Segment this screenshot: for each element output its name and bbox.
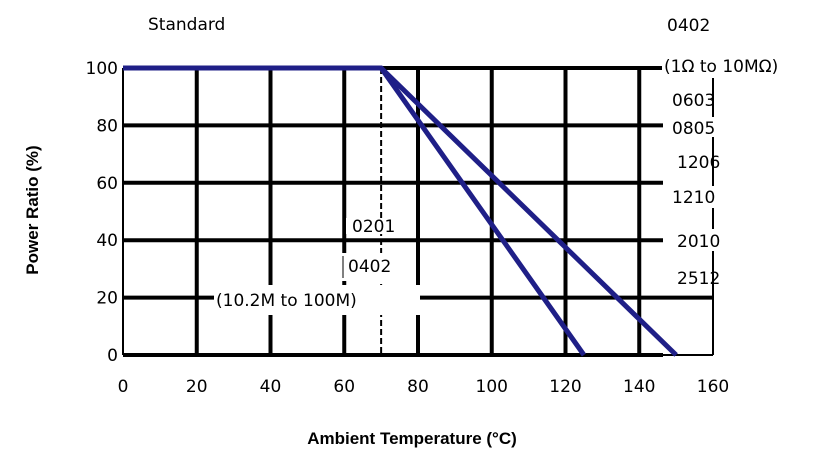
- x-axis-title: Ambient Temperature (°C): [307, 429, 517, 448]
- y-tick-label: 100: [86, 59, 118, 79]
- x-tick-labels: 0 20 40 60 80 100 120 140 160: [118, 377, 730, 397]
- annotation-right-0402: 0402: [667, 16, 710, 36]
- annotation-right-1210-bg: [670, 186, 740, 208]
- annotation-right-2512: 2512: [677, 269, 720, 289]
- x-tick-label: 0: [118, 377, 129, 397]
- y-tick-label: 60: [96, 174, 118, 194]
- y-tick-label: 40: [96, 231, 118, 251]
- x-tick-label: 100: [476, 377, 508, 397]
- annotation-0201-bg: [346, 218, 402, 234]
- annotation-right-0805: 0805: [672, 119, 715, 139]
- grid-lines: [122, 66, 714, 357]
- annotation-right-0603: 0603: [672, 91, 715, 111]
- annotation-right-range: (1Ω to 10MΩ): [664, 57, 778, 77]
- annotation-right-range-bg: [662, 52, 814, 78]
- chart-title: Standard: [148, 15, 225, 35]
- annotation-0201: 0201: [352, 217, 395, 237]
- series-line-2: [123, 65, 678, 357]
- y-tick-label: 80: [96, 116, 118, 136]
- y-tick-label: 0: [107, 346, 118, 366]
- x-tick-label: 20: [186, 377, 208, 397]
- x-tick-label: 60: [333, 377, 355, 397]
- y-tick-labels: 0 20 40 60 80 100: [86, 59, 118, 366]
- annotation-right-1206: 1206: [677, 153, 720, 173]
- annotation-right-0805-bg: [670, 117, 740, 137]
- x-tick-label: 40: [260, 377, 282, 397]
- annotation-right-2010-bg: [674, 229, 740, 251]
- annotation-right-1210: 1210: [672, 188, 715, 208]
- x-tick-label: 80: [407, 377, 429, 397]
- x-tick-label: 160: [697, 377, 729, 397]
- annotation-right-2010: 2010: [677, 232, 720, 252]
- series-layer: [123, 65, 678, 357]
- x-tick-label: 140: [623, 377, 655, 397]
- y-axis-title: Power Ratio (%): [23, 145, 42, 274]
- annotation-0402: 0402: [348, 257, 391, 277]
- x-tick-label: 120: [549, 377, 581, 397]
- y-tick-label: 20: [96, 289, 118, 309]
- annotation-range-bg: [214, 285, 420, 315]
- annotation-0402-bg: [340, 253, 402, 281]
- annotation-range: (10.2M to 100M): [216, 291, 357, 311]
